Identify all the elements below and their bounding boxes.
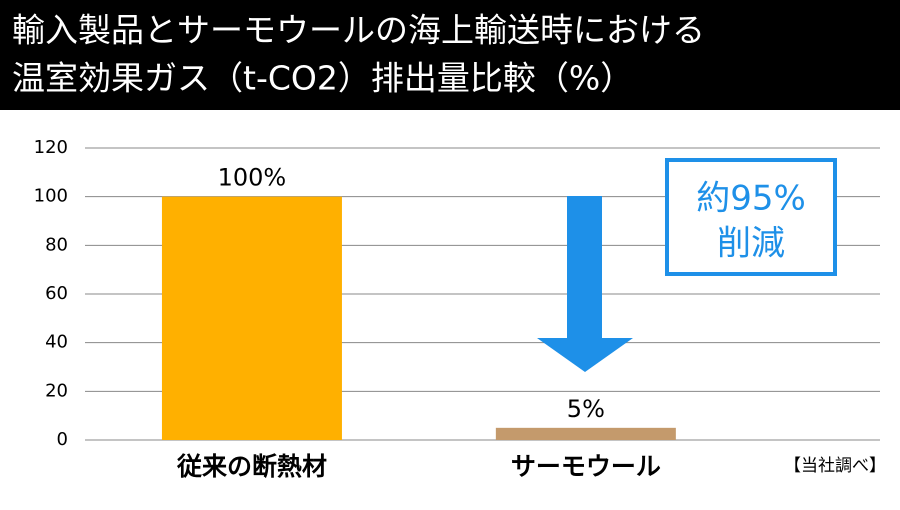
value-label: 100% [218, 164, 287, 192]
x-tick-label: 従来の断熱材 [176, 452, 327, 481]
x-tick-label: サーモウール [511, 452, 661, 481]
y-tick-label: 80 [45, 234, 68, 255]
y-tick-label: 0 [57, 429, 68, 450]
arrow-shaft [567, 196, 602, 340]
title-band [0, 0, 900, 110]
y-tick-label: 40 [45, 332, 68, 353]
chart-title: 輸入製品とサーモウールの海上輸送時における [12, 11, 705, 50]
bar [495, 427, 676, 440]
arrow-head [537, 338, 633, 372]
reduction-arrow [537, 196, 633, 372]
y-tick-label: 100 [34, 186, 68, 207]
y-tick-label: 120 [34, 137, 68, 158]
y-tick-label: 60 [45, 283, 68, 304]
annotation: 削減 [717, 224, 785, 264]
bar [161, 196, 342, 440]
annotation: 約95% [696, 179, 806, 219]
annotation-box [665, 158, 837, 276]
y-tick-label: 20 [45, 380, 68, 401]
value-label: 5% [567, 395, 605, 423]
chart-title: 温室効果ガス（t-CO2）排出量比較（%） [12, 59, 633, 98]
source-note: 【当社調べ】 [784, 456, 886, 476]
